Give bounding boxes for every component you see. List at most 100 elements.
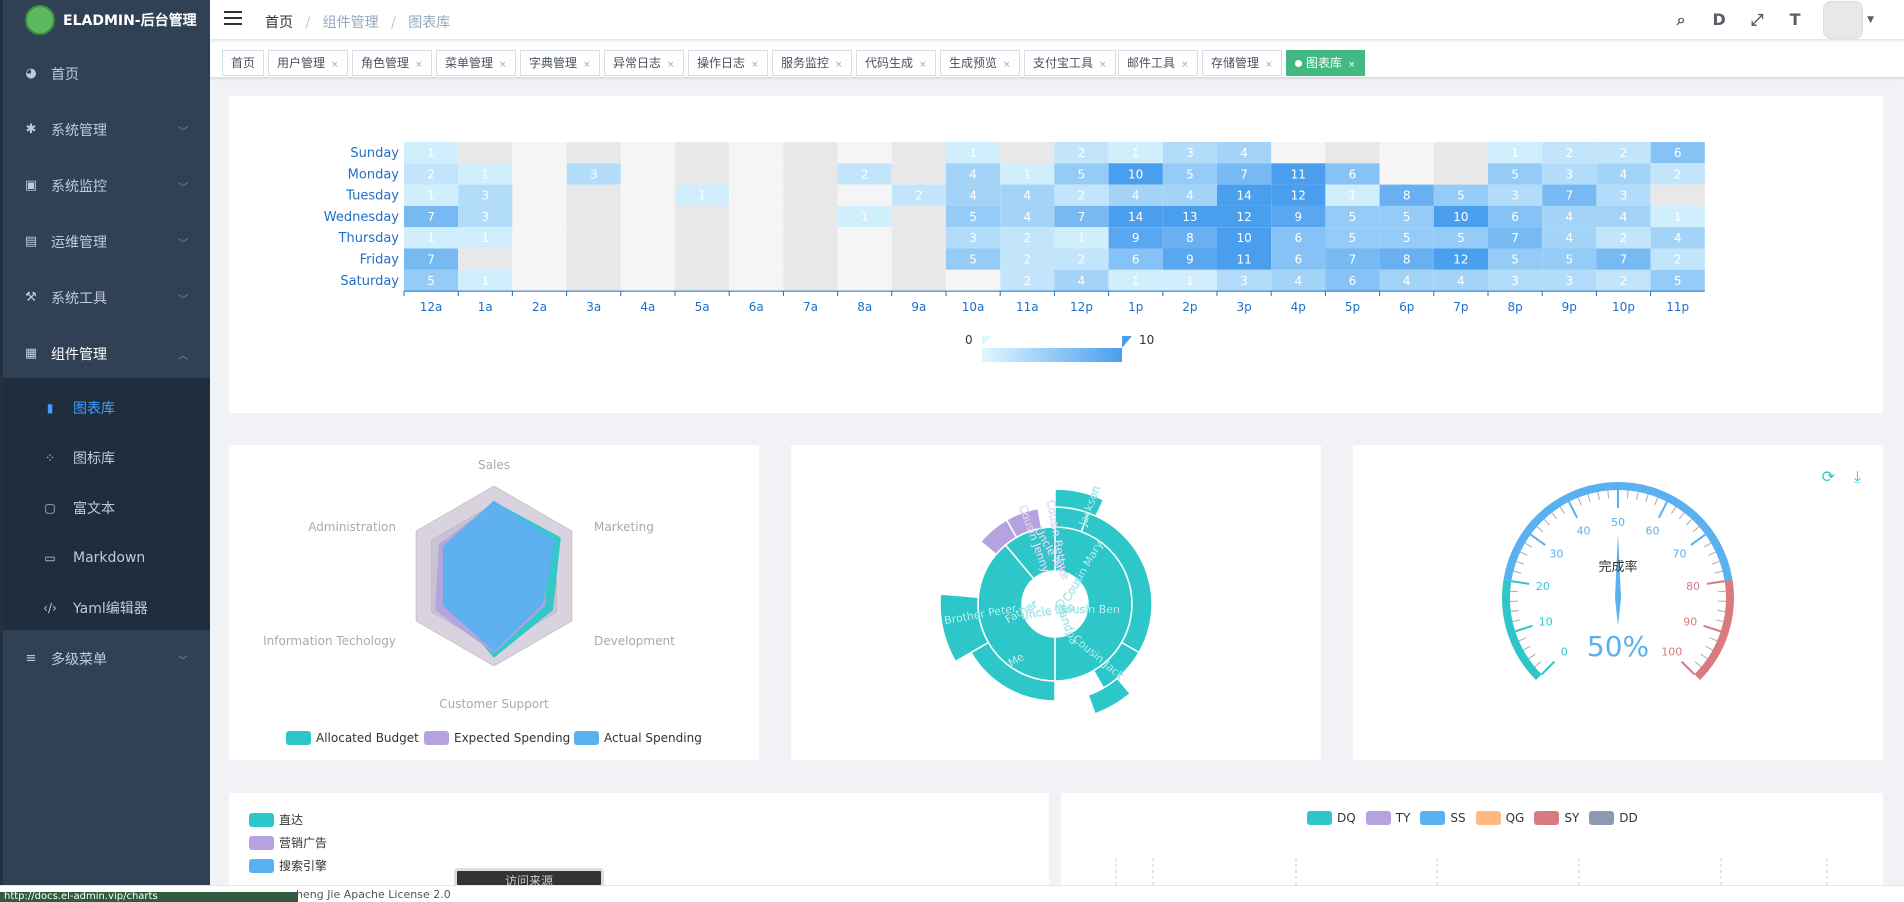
heatmap-cell[interactable] — [1217, 142, 1272, 164]
tag-12[interactable]: 存储管理 × — [1202, 50, 1282, 76]
legend-swatch[interactable] — [574, 731, 599, 745]
heatmap-cell[interactable] — [946, 163, 1001, 185]
heatmap-cell[interactable] — [729, 184, 784, 206]
heatmap-cell[interactable] — [1488, 269, 1543, 292]
heatmap-cell[interactable] — [1596, 142, 1651, 164]
close-icon[interactable]: × — [331, 60, 339, 70]
tag-8[interactable]: 代码生成 × — [856, 50, 936, 76]
sunburst-segment[interactable] — [1054, 488, 1105, 518]
sidebar-item-ops[interactable]: ▤ 运维管理 ﹀ — [3, 224, 210, 260]
app-logo[interactable]: ELADMIN-后台管理 — [3, 0, 210, 40]
heatmap-cell[interactable] — [1433, 163, 1488, 185]
sunburst-segment[interactable] — [1087, 677, 1132, 715]
heatmap-cell[interactable] — [512, 269, 567, 292]
heatmap-cell[interactable] — [404, 163, 459, 185]
heatmap-cell[interactable] — [837, 227, 892, 249]
download-icon[interactable]: ⤓ — [1853, 467, 1861, 486]
heatmap-cell[interactable] — [1162, 163, 1217, 185]
heatmap-cell[interactable] — [783, 142, 838, 164]
heatmap-cell[interactable] — [404, 205, 459, 228]
close-icon[interactable]: × — [1348, 60, 1356, 70]
heatmap-cell[interactable] — [1433, 248, 1488, 270]
heatmap-cell[interactable] — [729, 227, 784, 249]
heatmap-cell[interactable] — [1379, 142, 1434, 164]
heatmap-cell[interactable] — [891, 227, 946, 249]
heatmap-cell[interactable] — [1217, 227, 1272, 249]
pie-legend-item[interactable]: 搜索引擎 — [249, 857, 327, 874]
heatmap-cell[interactable] — [1379, 227, 1434, 249]
heatmap-cell[interactable] — [837, 142, 892, 164]
heatmap-cell[interactable] — [1000, 269, 1055, 292]
heatmap-cell[interactable] — [946, 227, 1001, 249]
fullscreen-icon[interactable]: ⤢ — [1750, 10, 1764, 29]
heatmap-cell[interactable] — [1596, 205, 1651, 228]
heatmap-cell[interactable] — [1271, 227, 1326, 249]
heatmap-cell[interactable] — [1596, 163, 1651, 185]
heatmap-cell[interactable] — [1379, 205, 1434, 228]
heatmap-cell[interactable] — [1054, 205, 1109, 228]
heatmap-cell[interactable] — [1108, 248, 1163, 270]
heatmap-cell[interactable] — [891, 142, 946, 164]
tag-5[interactable]: 异常日志 × — [604, 50, 684, 76]
heatmap-cell[interactable] — [891, 163, 946, 185]
heatmap-cell[interactable] — [729, 142, 784, 164]
heatmap-cell[interactable] — [1000, 142, 1055, 164]
heatmap-cell[interactable] — [783, 184, 838, 206]
heatmap-cell[interactable] — [1271, 163, 1326, 185]
close-icon[interactable]: × — [583, 60, 591, 70]
heatmap-cell[interactable] — [1325, 248, 1380, 270]
close-icon[interactable]: × — [667, 60, 675, 70]
heatmap-cell[interactable] — [1271, 205, 1326, 228]
heatmap-cell[interactable] — [1000, 248, 1055, 270]
heatmap-cell[interactable] — [1596, 227, 1651, 249]
heatmap-cell[interactable] — [1000, 163, 1055, 185]
heatmap-cell[interactable] — [1488, 163, 1543, 185]
heatmap-cell[interactable] — [1650, 142, 1705, 164]
legend-swatch[interactable] — [424, 731, 449, 745]
radar-legend-label[interactable]: Allocated Budget — [316, 731, 419, 745]
sunburst-segment[interactable] — [1005, 507, 1043, 539]
heatmap-cell[interactable] — [1488, 248, 1543, 270]
font-size-icon[interactable]: T — [1789, 10, 1801, 29]
heatmap-cell[interactable] — [837, 269, 892, 292]
heatmap-cell[interactable] — [404, 142, 459, 164]
heatmap-cell[interactable] — [1379, 163, 1434, 185]
tag-3[interactable]: 菜单管理 × — [436, 50, 516, 76]
heatmap-cell[interactable] — [675, 142, 730, 164]
close-icon[interactable]: × — [415, 60, 423, 70]
heatmap-cell[interactable] — [1271, 248, 1326, 270]
heatmap-cell[interactable] — [1542, 163, 1597, 185]
heatmap-cell[interactable] — [675, 205, 730, 228]
heatmap-cell[interactable] — [566, 205, 621, 228]
heatmap-cell[interactable] — [1000, 227, 1055, 249]
heatmap-cell[interactable] — [1162, 205, 1217, 228]
heatmap-cell[interactable] — [1054, 248, 1109, 270]
heatmap-cell[interactable] — [729, 269, 784, 292]
sidebar-subitem-charts[interactable]: ▮ 图表库 — [3, 390, 210, 426]
heatmap-cell[interactable] — [1217, 269, 1272, 292]
heatmap-cell[interactable] — [1379, 269, 1434, 292]
heatmap-cell[interactable] — [458, 184, 513, 206]
tag-13[interactable]: 图表库 × — [1286, 50, 1365, 76]
close-icon[interactable]: × — [499, 60, 507, 70]
heatmap-cell[interactable] — [675, 163, 730, 185]
close-icon[interactable]: × — [1003, 60, 1011, 70]
sidebar-item-multilevel[interactable]: ≡ 多级菜单 ﹀ — [3, 641, 210, 677]
heatmap-cell[interactable] — [1217, 205, 1272, 228]
heatmap-cell[interactable] — [458, 142, 513, 164]
heatmap-cell[interactable] — [566, 227, 621, 249]
heatmap-cell[interactable] — [837, 163, 892, 185]
heatmap-cell[interactable] — [946, 205, 1001, 228]
heatmap-cell[interactable] — [783, 269, 838, 292]
heatmap-cell[interactable] — [404, 248, 459, 270]
close-icon[interactable]: × — [1181, 60, 1189, 70]
breadcrumb-home[interactable]: 首页 — [265, 15, 293, 31]
heatmap-cell[interactable] — [946, 269, 1001, 292]
heatmap-cell[interactable] — [1054, 184, 1109, 206]
heatmap-cell[interactable] — [1162, 227, 1217, 249]
heatmap-cell[interactable] — [1325, 227, 1380, 249]
heatmap-cell[interactable] — [1650, 163, 1705, 185]
heatmap-cell[interactable] — [675, 227, 730, 249]
sunburst-segment[interactable] — [1092, 641, 1141, 690]
tag-7[interactable]: 服务监控 × — [772, 50, 852, 76]
